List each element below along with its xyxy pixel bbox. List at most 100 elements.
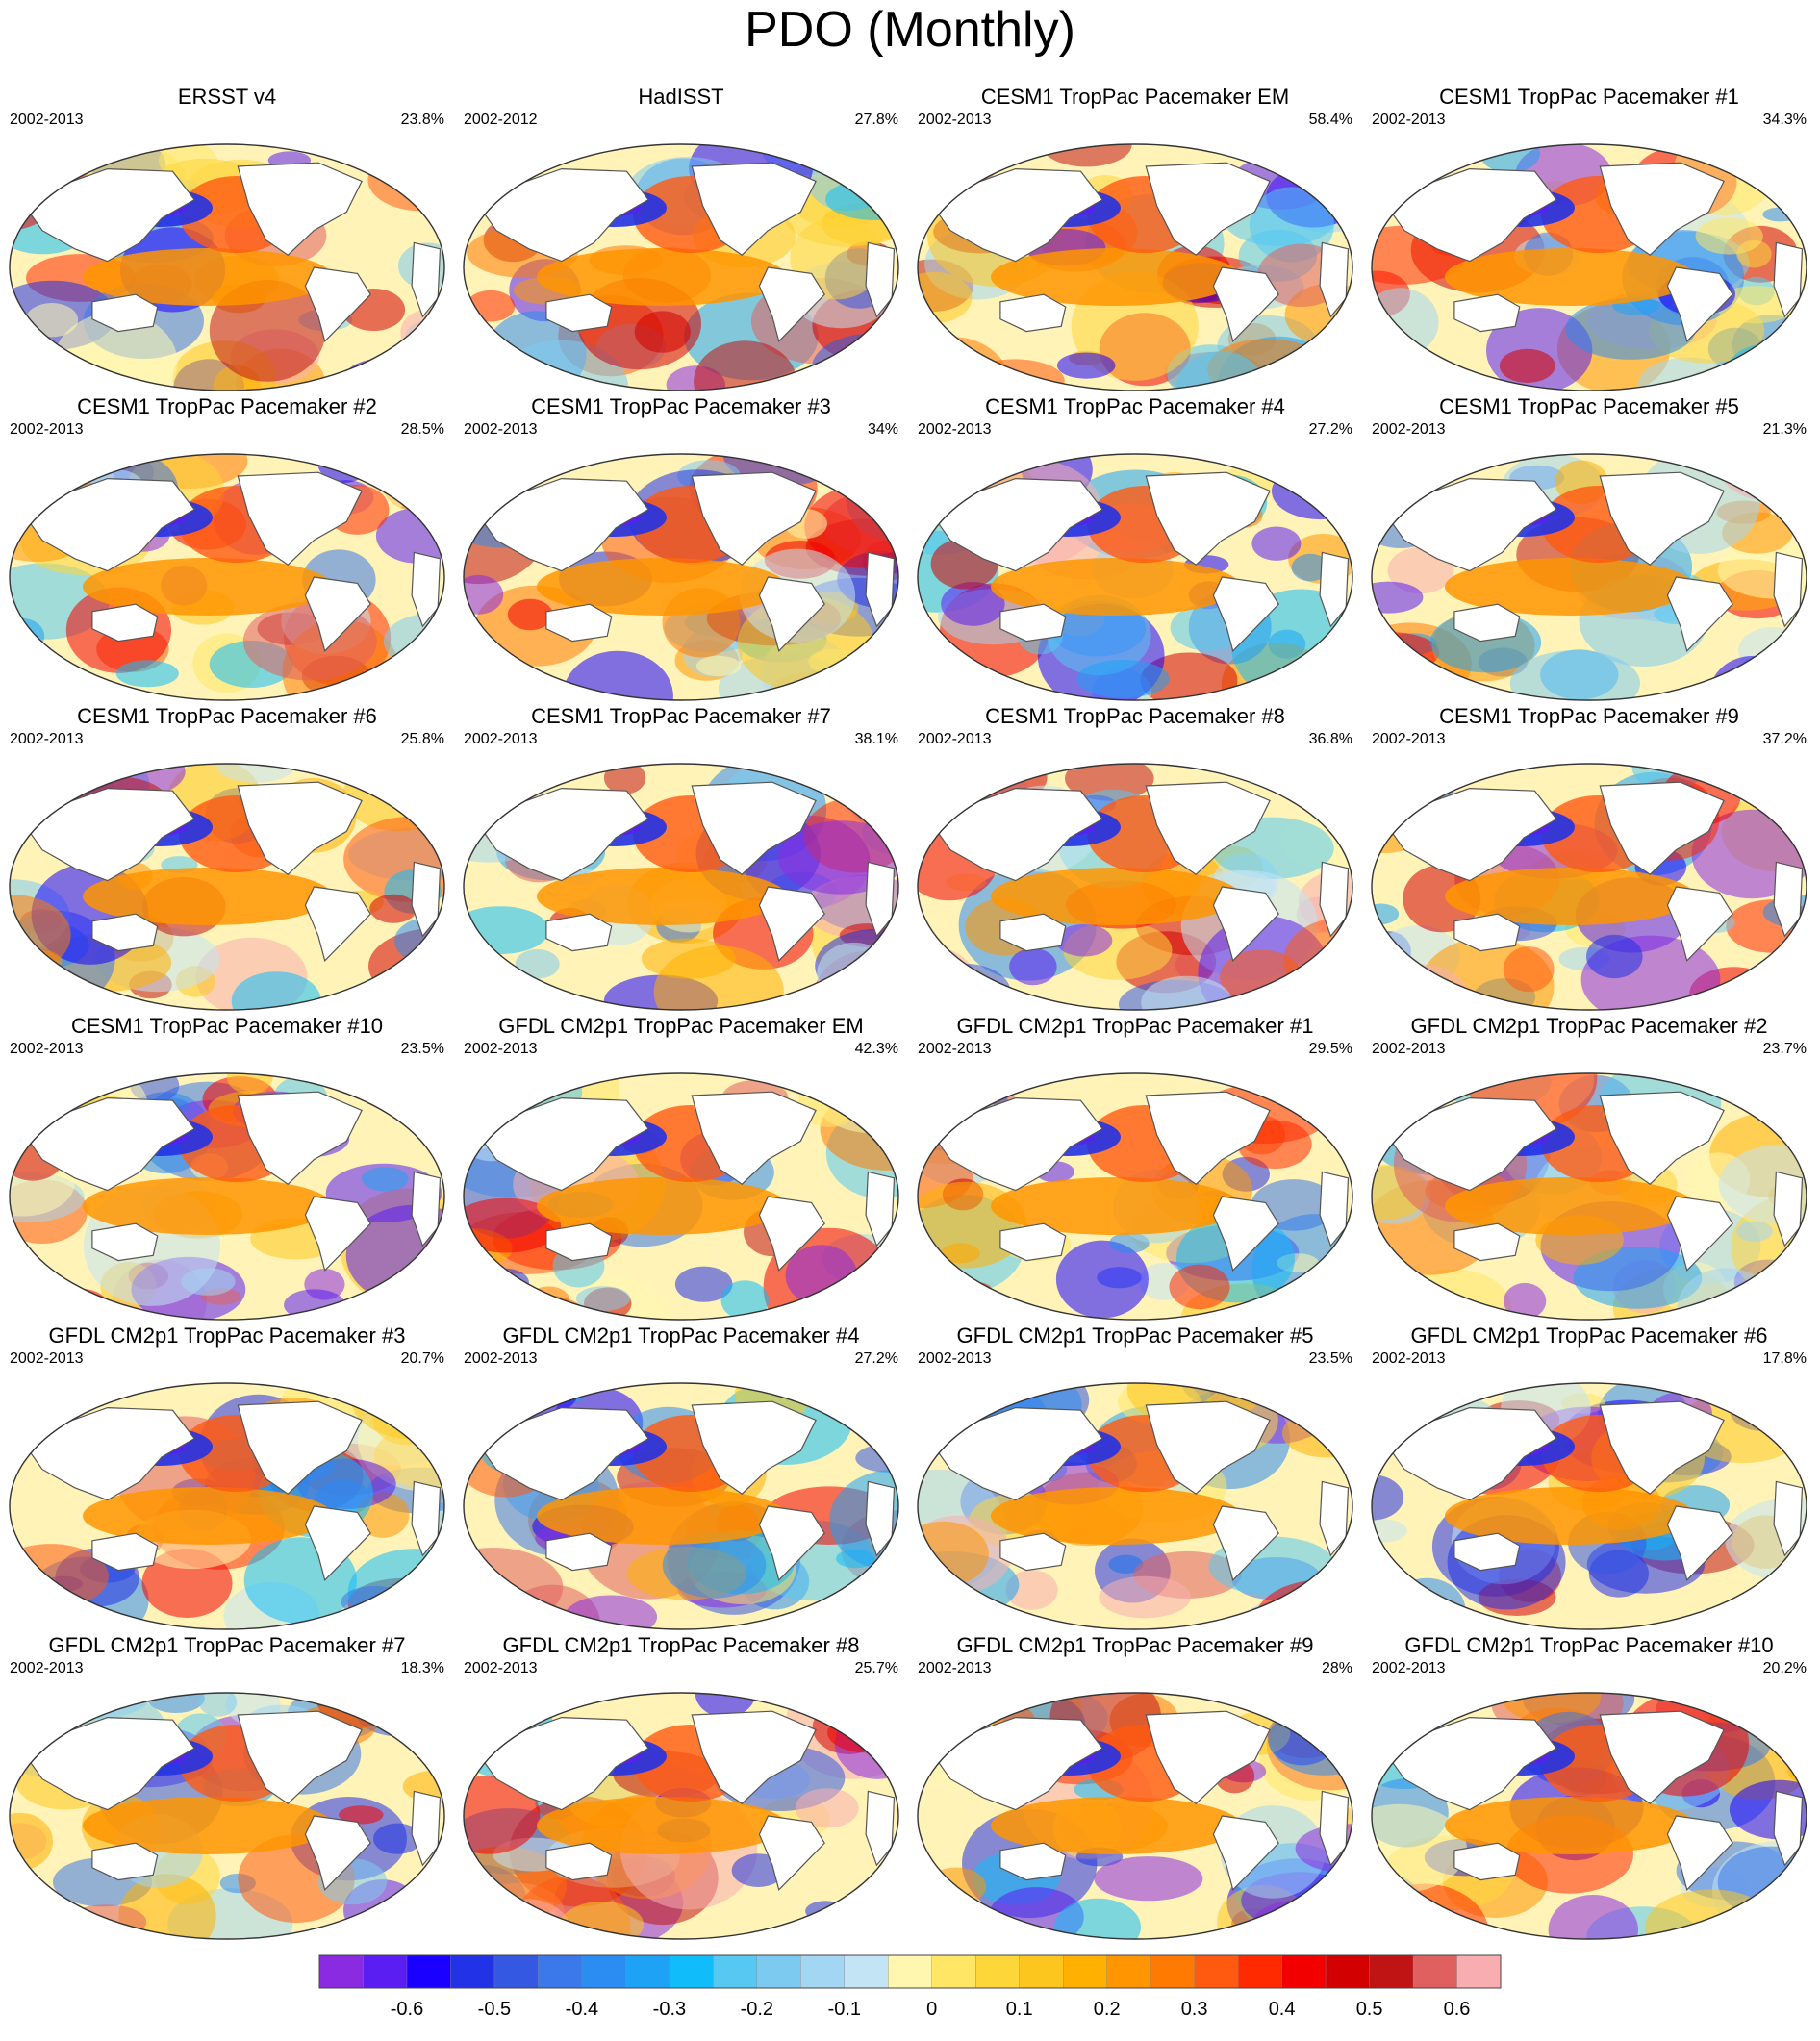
land-mass [999,603,1067,643]
anomaly-blob [65,1904,147,1939]
panel-variance-pct: 27.8% [854,112,898,128]
panel-period: 2002-2013 [1372,112,1446,128]
land-mass [19,1406,195,1501]
land-mass [1599,1400,1725,1495]
anomaly-blob [351,1383,421,1406]
land-mass [691,162,817,256]
warm-tongue [991,1487,1241,1545]
panel-variance-pct: 21.3% [1762,421,1807,438]
land-mass [1599,471,1725,566]
panel-title: GFDL CM2p1 TropPac Pacemaker #7 [48,1633,406,1657]
warm-tongue [1445,1177,1695,1235]
land-mass [1145,781,1271,875]
panel-title: CESM1 TropPac Pacemaker #9 [1439,704,1739,728]
panel-map [463,453,899,701]
anomaly-blob [1005,1570,1058,1610]
land-mass [411,241,442,318]
land-mass [1319,241,1350,318]
anomaly-blob [341,1585,409,1618]
land-mass [1145,1400,1271,1495]
anomaly-blob [918,764,953,793]
anomaly-blob [231,971,321,1010]
anomaly-blob [464,968,526,1010]
panel-variance-pct: 17.8% [1762,1350,1807,1367]
panel-map [9,1072,445,1321]
anomaly-blob [1738,627,1807,674]
map-panel: GFDL CM2p1 TropPac Pacemaker #5 2002-2013… [908,1323,1362,1633]
map-panel: CESM1 TropPac Pacemaker #7 2002-2013 38.1% [454,704,908,1014]
globe-outline [1371,1072,1807,1321]
panel-title: GFDL CM2p1 TropPac Pacemaker #9 [956,1633,1314,1657]
land-mass [1453,1842,1521,1881]
anomaly-blob [464,1776,541,1854]
land-mass [1773,1171,1804,1247]
land-mass [237,1091,363,1185]
panel-map [917,453,1353,701]
anomaly-blob [662,1532,767,1599]
land-mass [545,1842,613,1881]
globe-outline [9,1072,445,1321]
panel-title: GFDL CM2p1 TropPac Pacemaker #10 [1404,1633,1774,1657]
globe-outline [9,1692,445,1940]
panel-title: CESM1 TropPac Pacemaker #7 [531,704,831,728]
anomaly-blob [464,1920,518,1939]
globe-outline [917,453,1353,701]
land-mass [19,1096,195,1192]
panel-period: 2002-2013 [918,421,992,438]
panel-period: 2002-2013 [918,112,992,128]
land-mass [545,1222,613,1262]
panel-period: 2002-2013 [464,1660,538,1676]
anomaly-blob [464,363,495,389]
anomaly-blob [1372,1295,1412,1320]
anomaly-blob [362,1167,409,1192]
anomaly-blob [1503,946,1555,993]
anomaly-blob [1565,298,1696,360]
panel-period: 2002-2013 [10,731,84,747]
anomaly-blob [339,1805,384,1825]
land-mass [1212,266,1279,342]
land-mass [1599,781,1725,875]
anomaly-blob [181,1268,236,1296]
land-mass [1773,1480,1804,1557]
globe-outline [917,1072,1353,1321]
land-mass [411,861,442,938]
warm-tongue [537,1487,787,1545]
panel-period: 2002-2013 [464,1350,538,1367]
globe-outline [463,763,899,1011]
anomaly-blob [115,660,179,688]
land-mass [91,603,159,643]
anomaly-blob [829,1469,898,1572]
warm-tongue [83,1487,333,1545]
anomaly-blob [653,945,784,1010]
anomaly-blob [464,574,504,615]
panel-title: ERSST v4 [177,85,277,109]
land-mass [865,1790,896,1867]
map-panel: CESM1 TropPac Pacemaker #2 2002-2013 28.5% [0,394,454,704]
land-mass [691,1400,817,1495]
panel-period: 2002-2013 [464,1041,538,1057]
anomaly-blob [369,894,417,923]
land-mass [1381,477,1557,572]
land-mass [91,1532,159,1572]
panel-variance-pct: 36.8% [1308,731,1352,747]
land-mass [473,1406,649,1501]
land-mass [865,1171,896,1247]
anomaly-blob [1055,923,1113,957]
globe-outline [1371,1692,1807,1940]
land-mass [1773,241,1804,318]
anomaly-blob [209,280,326,382]
globe-outline [9,1382,445,1630]
land-mass [473,477,649,572]
land-mass [1145,471,1271,566]
anomaly-blob [24,144,92,172]
land-mass [691,1710,817,1804]
land-mass [999,1532,1067,1572]
anomaly-blob [10,617,45,655]
panel-variance-pct: 27.2% [854,1350,898,1367]
anomaly-blob [466,290,516,322]
anomaly-blob [1298,970,1352,1010]
land-mass [91,293,159,333]
anomaly-blob [941,582,1005,626]
anomaly-blob [1291,553,1329,582]
anomaly-blob [1573,1247,1703,1309]
